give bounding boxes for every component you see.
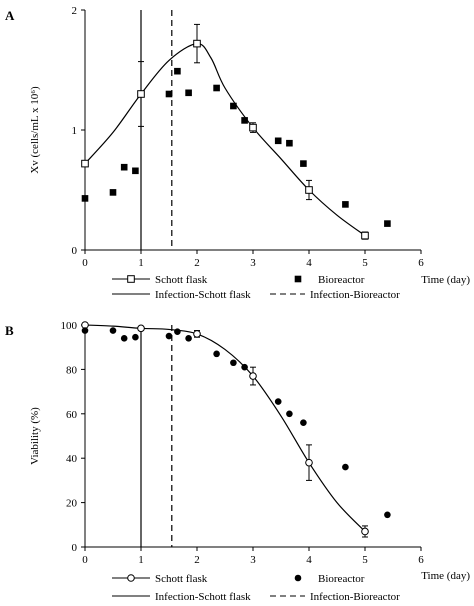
- schott-flask-point: [137, 324, 145, 333]
- bioreactor-point: [81, 327, 89, 334]
- schott-flask-fit-curve: [84, 324, 366, 532]
- bioreactor-point: [120, 163, 128, 171]
- x-tick-label: 0: [82, 257, 88, 269]
- schott-flask-point: [361, 231, 369, 240]
- x-tick-label: 1: [138, 554, 144, 566]
- y-tick-label: 0: [72, 245, 78, 257]
- y-axis-label: Xv (cells/mL x 10⁶): [29, 86, 41, 174]
- bioreactor-point: [241, 117, 248, 124]
- legend-infection-schott-flask-label: Infection-Schott flask: [155, 289, 251, 301]
- schott-flask-point: [81, 159, 89, 168]
- legend-bioreactor-label: Bioreactor: [318, 274, 365, 286]
- x-tick-label: 5: [362, 554, 368, 566]
- legend-bioreactor-label: Bioreactor: [318, 573, 365, 585]
- x-axis-label: Time (day): [421, 274, 470, 286]
- bioreactor-point: [109, 327, 117, 334]
- y-tick-label: 60: [66, 409, 78, 421]
- x-tick-label: 5: [362, 257, 368, 269]
- schott-flask-point: [193, 39, 201, 48]
- x-tick-label: 0: [82, 554, 88, 566]
- x-tick-label: 4: [306, 554, 312, 566]
- bioreactor-point: [174, 67, 181, 75]
- y-tick-label: 0: [72, 542, 78, 554]
- schott-flask-point: [249, 372, 257, 380]
- x-tick-label: 1: [138, 257, 144, 269]
- x-tick-label: 4: [306, 257, 312, 269]
- y-tick-label: 2: [72, 5, 78, 17]
- bioreactor-point: [274, 137, 282, 145]
- bioreactor-point: [213, 350, 220, 358]
- bioreactor-point: [384, 511, 391, 519]
- schott-flask-point: [305, 458, 313, 467]
- y-tick-label: 80: [66, 364, 78, 376]
- panel-label: A: [5, 8, 15, 23]
- legend-bioreactor-marker: [294, 275, 302, 283]
- legend-infection-bioreactor-label: Infection-Bioreactor: [310, 591, 400, 603]
- schott-flask-fit-curve: [84, 42, 366, 237]
- legend-schott-flask-label: Schott flask: [155, 573, 208, 585]
- legend: Schott flask Bioreactor Infection-Schott f…: [112, 573, 400, 603]
- x-tick-label: 6: [418, 257, 424, 269]
- bioreactor-point: [300, 160, 307, 167]
- x-tick-label: 3: [250, 554, 256, 566]
- x-axis-label: Time (day): [421, 570, 470, 582]
- legend-schott-flask-label: Schott flask: [155, 274, 208, 286]
- legend-infection-schott-flask-label: Infection-Schott flask: [155, 591, 251, 603]
- bioreactor-point: [241, 363, 248, 371]
- x-tick-label: 3: [250, 257, 256, 269]
- bioreactor-point: [230, 102, 237, 110]
- bioreactor-point: [165, 90, 173, 98]
- y-tick-label: 1: [72, 125, 78, 137]
- legend: Schott flask Bioreactor Infection-Schott f…: [112, 274, 400, 301]
- bioreactor-point: [300, 419, 307, 426]
- schott-flask-point: [137, 90, 145, 98]
- bioreactor-point: [109, 189, 117, 196]
- bioreactor-point: [286, 139, 293, 147]
- y-tick-label: 40: [66, 453, 78, 465]
- bioreactor-point: [132, 333, 139, 341]
- bioreactor-point: [185, 335, 192, 342]
- bioreactor-point: [81, 195, 89, 202]
- bioreactor-point: [286, 410, 293, 418]
- bioreactor-point: [165, 332, 173, 340]
- legend-bioreactor-marker: [294, 574, 302, 582]
- x-tick-label: 2: [194, 257, 200, 269]
- bioreactor-point: [342, 463, 349, 471]
- bioreactor-point: [274, 398, 282, 405]
- legend-schott-flask-marker: [127, 574, 135, 582]
- y-tick-label: 100: [61, 320, 78, 332]
- bioreactor-point: [185, 89, 192, 97]
- y-axis-label: Viability (%): [29, 407, 41, 465]
- bioreactor-point: [174, 328, 181, 335]
- x-tick-label: 6: [418, 554, 424, 566]
- bioreactor-point: [384, 220, 391, 227]
- panel-label: B: [5, 323, 14, 338]
- legend-schott-flask-marker: [127, 275, 135, 283]
- x-tick-label: 2: [194, 554, 200, 566]
- schott-flask-point: [305, 186, 313, 194]
- bioreactor-point: [230, 359, 237, 367]
- schott-flask-point: [193, 330, 201, 338]
- bioreactor-point: [342, 201, 349, 208]
- bioreactor-point: [213, 84, 220, 92]
- schott-flask-point: [249, 123, 257, 132]
- y-tick-label: 20: [66, 498, 78, 510]
- bioreactor-point: [120, 335, 128, 342]
- schott-flask-point: [361, 527, 369, 536]
- legend-infection-bioreactor-label: Infection-Bioreactor: [310, 289, 400, 301]
- panel-a: A 0 1 2 3 4 5 6 0 1 2 Xv (cells/mL x 10⁶) Time (day)…: [5, 5, 470, 301]
- bioreactor-point: [132, 167, 139, 175]
